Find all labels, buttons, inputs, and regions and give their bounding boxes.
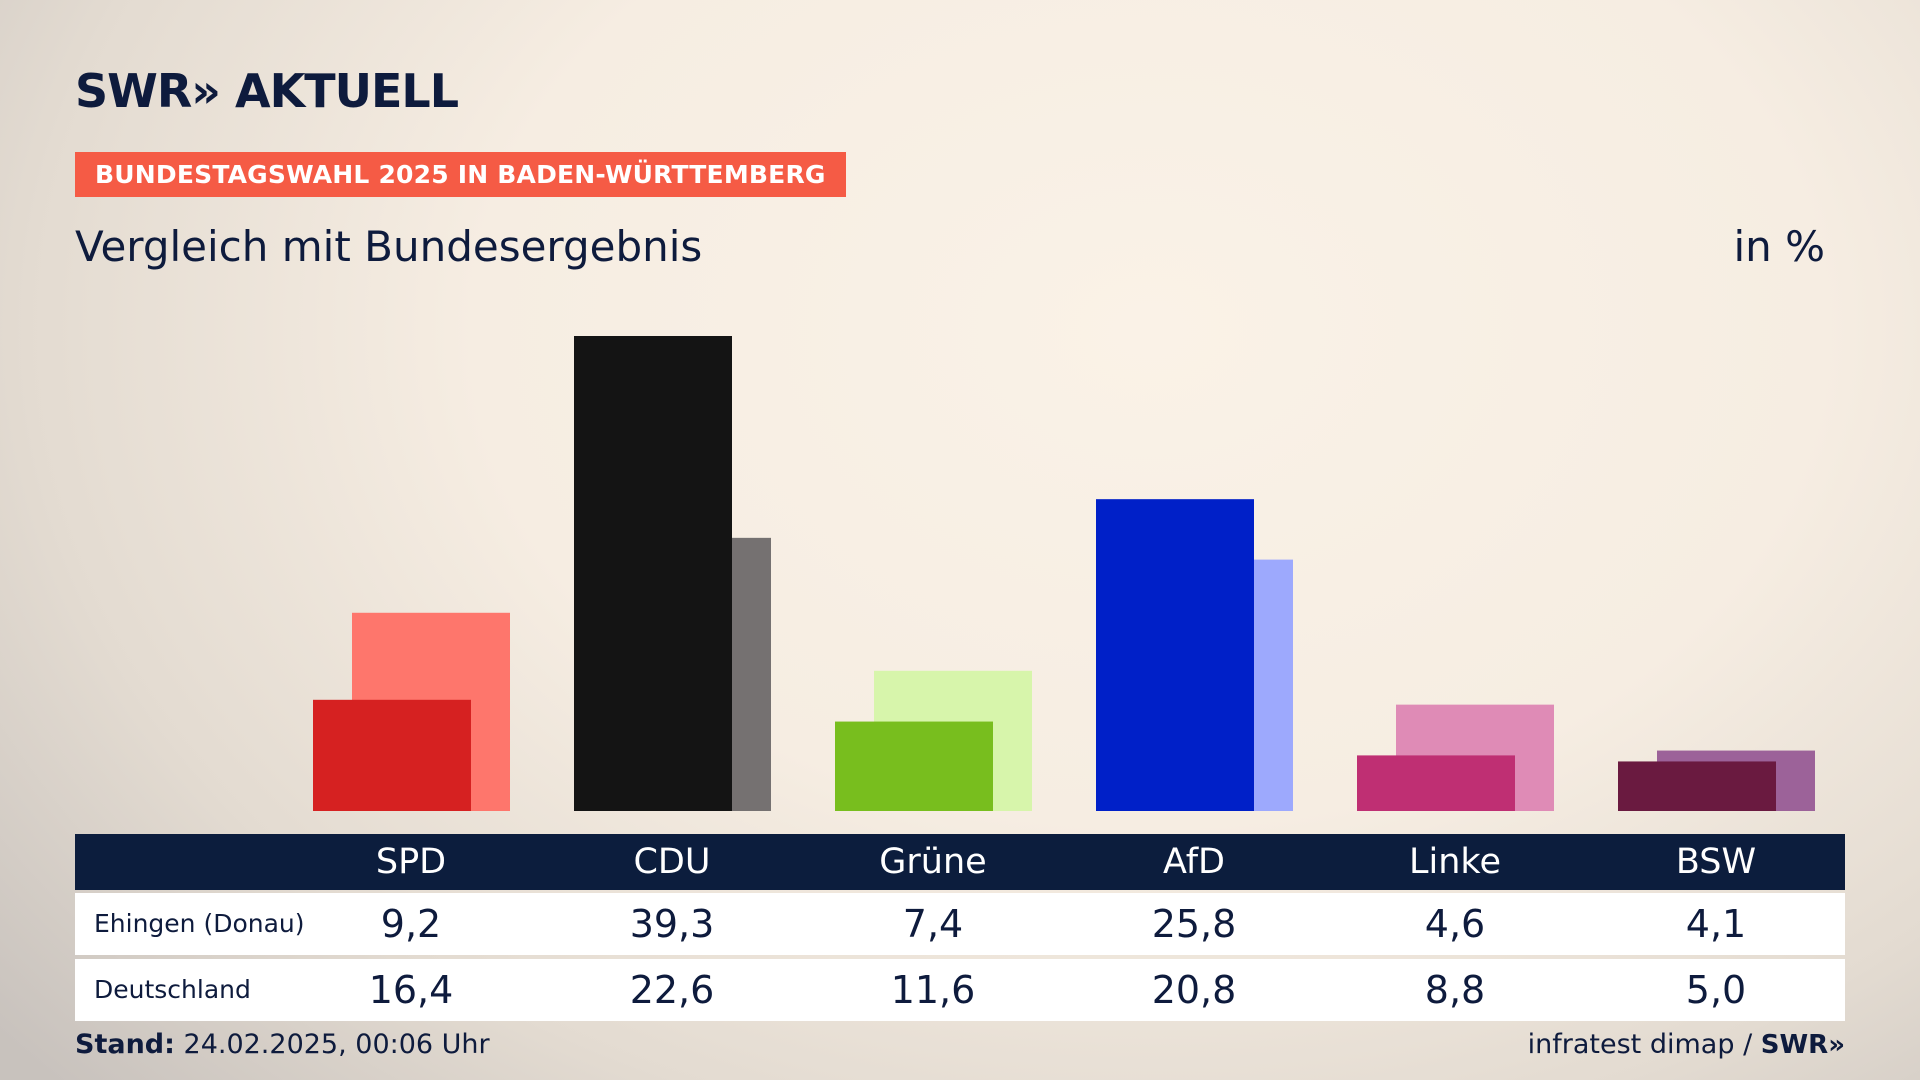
bar-ehingen-cdu bbox=[574, 336, 732, 811]
header-linke: Linke bbox=[1409, 842, 1501, 882]
table-cell: 5,0 bbox=[1685, 968, 1747, 1012]
header-afd: AfD bbox=[1163, 842, 1225, 882]
chart-subtitle: Vergleich mit Bundesergebnis bbox=[75, 222, 703, 271]
bar-ehingen-afd bbox=[1096, 499, 1254, 811]
table-cell: 7,4 bbox=[902, 902, 964, 946]
table-row: Ehingen (Donau) 9,2 39,3 7,4 25,8 4,6 4,… bbox=[75, 893, 1845, 955]
table-cell: 4,6 bbox=[1424, 902, 1486, 946]
table-cell: 4,1 bbox=[1685, 902, 1747, 946]
bar-deutschland-cdu bbox=[613, 537, 771, 811]
bar-ehingen-linke bbox=[1357, 755, 1515, 811]
bar-ehingen-spd bbox=[313, 699, 471, 811]
table-cell: 16,4 bbox=[368, 968, 454, 1012]
header-cdu: CDU bbox=[633, 842, 711, 882]
timestamp: Stand: 24.02.2025, 00:06 Uhr bbox=[75, 1029, 490, 1060]
row-label: Ehingen (Donau) bbox=[94, 909, 305, 938]
table-header: SPD CDU Grüne AfD Linke BSW bbox=[75, 834, 1845, 890]
bar-deutschland-spd bbox=[352, 612, 510, 811]
results-table: SPD CDU Grüne AfD Linke BSW Ehingen (Don… bbox=[75, 834, 1845, 1021]
table-cell: 20,8 bbox=[1151, 968, 1237, 1012]
table-cell: 11,6 bbox=[890, 968, 976, 1012]
swr-aktuell-logo: SWR» AKTUELL bbox=[75, 64, 459, 118]
source-credit: infratest dimap / SWR» bbox=[1528, 1029, 1845, 1060]
bar-deutschland-grüne bbox=[874, 670, 1032, 811]
bar-deutschland-bsw bbox=[1657, 750, 1815, 811]
unit-label: in % bbox=[1733, 222, 1825, 271]
row-label: Deutschland bbox=[94, 975, 251, 1004]
table-cell: 25,8 bbox=[1151, 902, 1237, 946]
table-cell: 9,2 bbox=[380, 902, 442, 946]
bar-deutschland-afd bbox=[1135, 559, 1293, 811]
header-spd: SPD bbox=[375, 842, 447, 882]
header-bsw: BSW bbox=[1675, 842, 1757, 882]
table-cell: 8,8 bbox=[1424, 968, 1486, 1012]
table-row: Deutschland 16,4 22,6 11,6 20,8 8,8 5,0 bbox=[75, 959, 1845, 1021]
election-badge: BUNDESTAGSWAHL 2025 IN BADEN-WÜRTTEMBERG bbox=[75, 152, 846, 197]
swr-small-logo: SWR» bbox=[1760, 1030, 1845, 1060]
table-cell: 39,3 bbox=[629, 902, 715, 946]
source-text: infratest dimap / bbox=[1527, 1029, 1753, 1060]
bar-ehingen-grüne bbox=[835, 721, 993, 811]
header-gruene: Grüne bbox=[879, 842, 987, 882]
stand-label: Stand: bbox=[75, 1029, 175, 1060]
table-cell: 22,6 bbox=[629, 968, 715, 1012]
stand-value: 24.02.2025, 00:06 Uhr bbox=[183, 1029, 490, 1060]
bar-ehingen-bsw bbox=[1618, 761, 1776, 811]
bar-deutschland-linke bbox=[1396, 704, 1554, 811]
